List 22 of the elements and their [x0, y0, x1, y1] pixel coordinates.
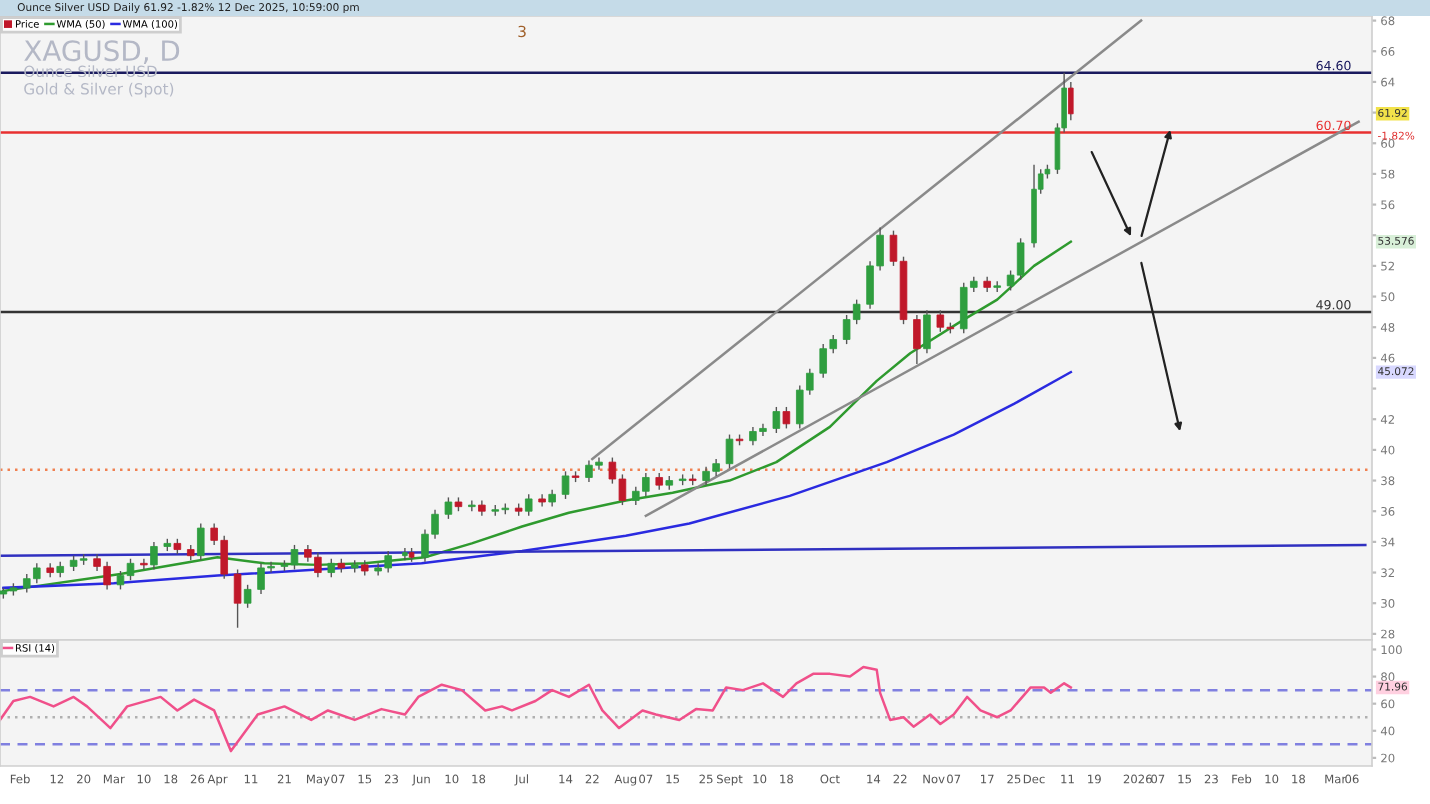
candlestick	[538, 493, 546, 508]
candlestick	[140, 558, 148, 571]
candlestick	[468, 499, 476, 512]
line-series	[2, 240, 1073, 593]
annotation: XAGUSD, D	[24, 40, 180, 65]
candlestick	[197, 522, 205, 561]
candlestick	[150, 541, 158, 571]
candlestick	[233, 568, 242, 629]
candlestick	[561, 470, 570, 500]
candlestick	[444, 496, 453, 520]
line-series	[2, 370, 1073, 590]
line-series	[0, 665, 1073, 753]
candlestick	[524, 493, 533, 517]
candlestick	[1068, 81, 1074, 121]
candlestick	[725, 433, 734, 469]
candlestick	[243, 584, 252, 609]
candlestick	[913, 314, 921, 365]
candlestick	[402, 547, 408, 561]
candlestick	[782, 406, 791, 430]
candlestick	[923, 309, 931, 354]
candlestick	[772, 406, 781, 434]
candlestick	[327, 558, 336, 578]
